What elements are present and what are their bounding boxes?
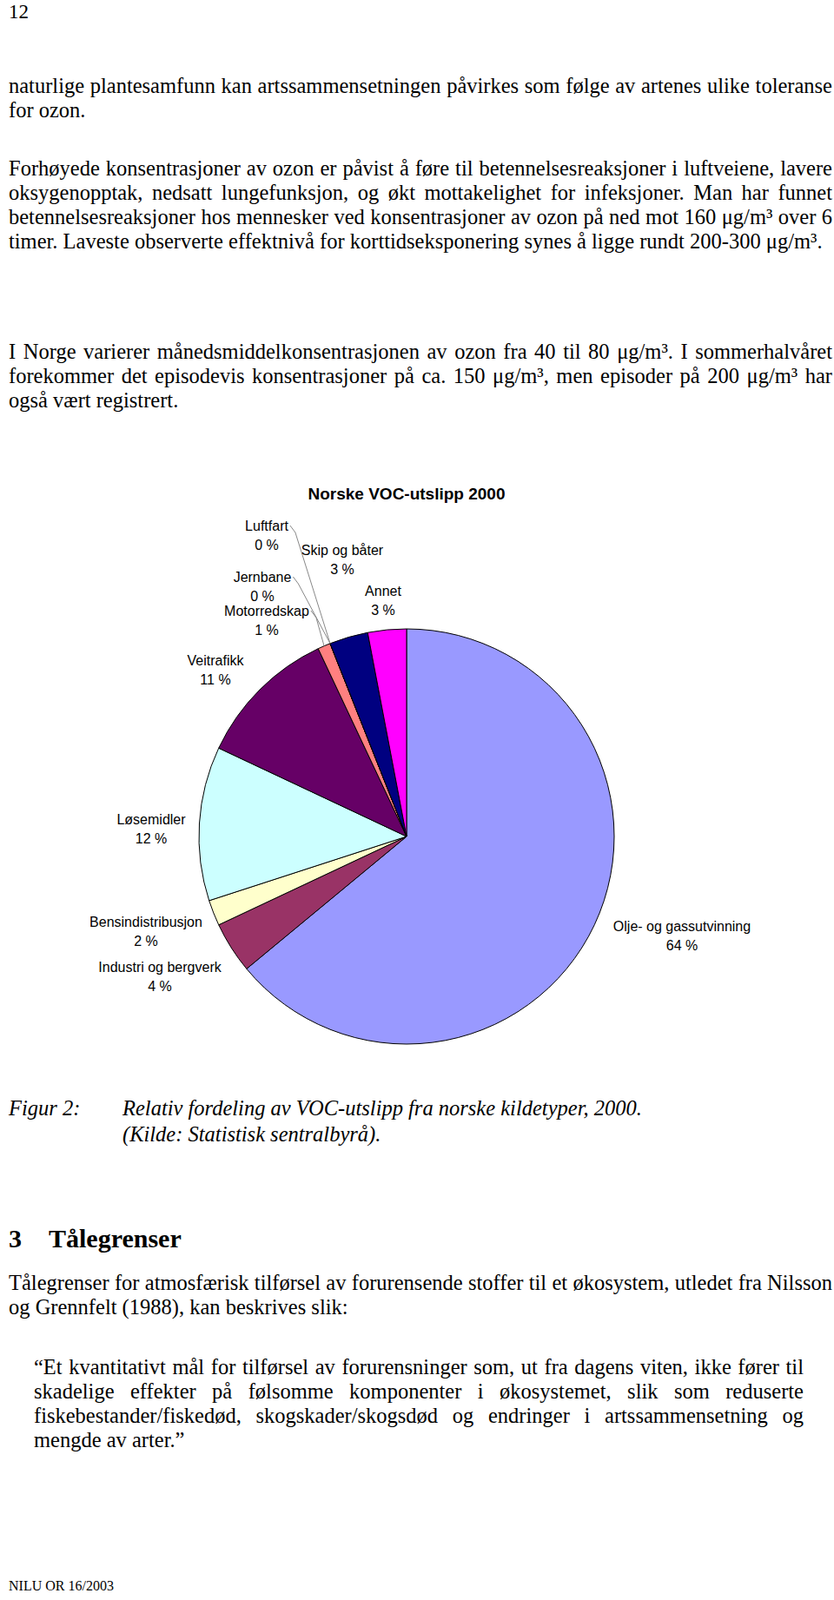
chart-title: Norske VOC-utslipp 2000 (307, 484, 505, 504)
slice-label: Annet (364, 583, 402, 599)
slice-label: Bensindistribusjon (89, 914, 203, 930)
slice-value-label: 4 % (147, 979, 173, 994)
pie (198, 628, 615, 1045)
caption-label: Figur 2: (8, 1096, 80, 1121)
slice-value-label: 1 % (254, 622, 279, 638)
slice-label: Veitrafikk (187, 653, 245, 669)
quote: “Et kvantitativt mål for tilførsel av fo… (33, 1355, 804, 1453)
caption-text: Relativ fordeling av VOC-utslipp fra nor… (122, 1096, 643, 1121)
slice-label: Industri og bergverk (98, 959, 222, 975)
slice-value-label: 64 % (666, 938, 698, 954)
slice-value-label: 11 % (199, 672, 231, 688)
section-title: Tålegrenser (48, 1223, 182, 1255)
slice-label: Olje- og gassutvinning (613, 919, 751, 934)
paragraph: Forhøyede konsentrasjoner av ozon er påv… (8, 156, 833, 254)
paragraph: naturlige plantesamfunn kan artssammense… (8, 73, 833, 123)
footer: NILU OR 16/2003 (8, 1577, 114, 1596)
paragraph: I Norge varierer månedsmiddelkonsentrasj… (8, 339, 833, 413)
slice-label: Luftfart (244, 518, 289, 534)
section-number: 3 (8, 1223, 22, 1255)
chart: Norske VOC-utslipp 2000 Olje- og gassutvi… (0, 0, 834, 1600)
pie-slice (367, 628, 407, 837)
page-number: 12 (8, 0, 29, 25)
leader-line (292, 576, 331, 644)
slice-value-label: 0 % (254, 537, 279, 553)
slice-value-label: 3 % (330, 562, 355, 577)
slice-value-label: 0 % (250, 589, 275, 604)
paragraph: Tålegrenser for atmosfærisk tilførsel av… (8, 1270, 833, 1320)
slice-label: Motorredskap (224, 603, 310, 619)
slice-label: Skip og båter (301, 542, 384, 558)
slice-value-label: 12 % (135, 831, 167, 847)
slice-label: Jernbane (233, 569, 292, 585)
slice-value-label: 2 % (133, 933, 159, 949)
slice-label: Løsemidler (116, 812, 186, 828)
slice-value-label: 3 % (370, 602, 396, 618)
caption-text: (Kilde: Statistisk sentralbyrå). (122, 1122, 381, 1147)
